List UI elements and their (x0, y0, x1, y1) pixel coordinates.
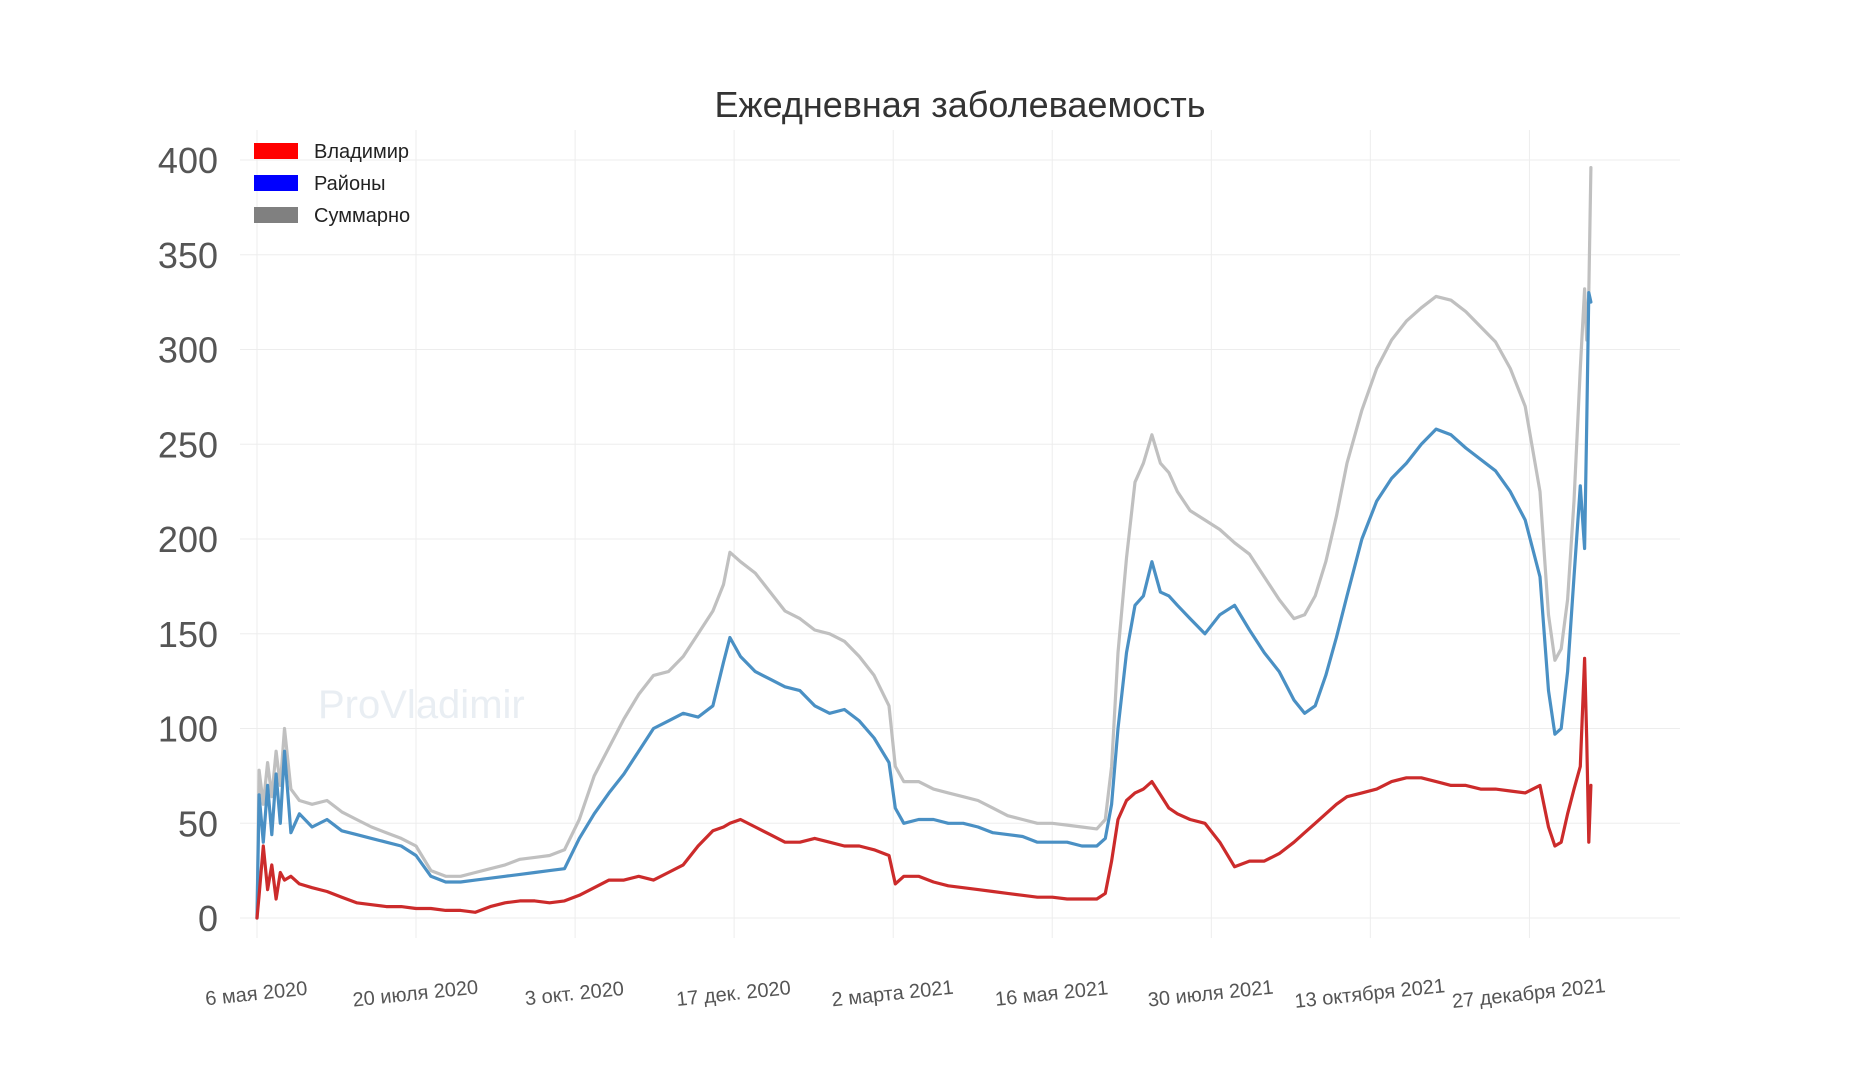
legend[interactable]: Владимир Районы Суммарно (254, 141, 410, 227)
x-tick-label: 27 декабря 2021 (1451, 975, 1607, 1013)
grid (240, 130, 1680, 938)
x-tick-label: 17 дек. 2020 (675, 977, 792, 1011)
y-tick-label: 100 (158, 709, 218, 750)
x-tick-label: 2 марта 2021 (831, 977, 955, 1012)
legend-item[interactable]: Владимир (254, 141, 409, 163)
y-tick-label: 400 (158, 140, 218, 181)
x-tick-label: 13 октября 2021 (1293, 975, 1446, 1013)
legend-label: Суммарно (314, 205, 410, 227)
y-tick-label: 200 (158, 519, 218, 560)
series-line-Районы (255, 291, 1593, 920)
x-tick-label: 16 мая 2021 (994, 977, 1109, 1011)
y-tick-label: 300 (158, 330, 218, 371)
y-tick-label: 0 (198, 898, 218, 939)
y-tick-label: 350 (158, 235, 218, 276)
legend-swatch (254, 207, 298, 223)
legend-swatch (254, 143, 298, 159)
x-tick-label: 20 июля 2020 (352, 977, 480, 1012)
y-tick-label: 150 (158, 614, 218, 655)
legend-label: Владимир (314, 141, 409, 163)
chart-title: Ежедневная заболеваемость (715, 84, 1206, 125)
x-axis-ticks: 6 мая 2020 20 июля 2020 3 окт. 2020 17 дек.… (204, 975, 1606, 1013)
y-tick-label: 50 (178, 803, 218, 844)
watermark: ProVladimir (318, 683, 525, 727)
x-tick-label: 6 мая 2020 (204, 978, 308, 1011)
legend-item[interactable]: Суммарно (254, 205, 410, 227)
y-tick-label: 250 (158, 424, 218, 465)
x-tick-label: 30 июля 2021 (1147, 977, 1275, 1012)
series-line-Владимир (255, 656, 1593, 920)
x-tick-label: 3 окт. 2020 (524, 978, 625, 1010)
y-axis-ticks: 0 50 100 150 200 250 300 350 400 (158, 140, 218, 939)
legend-swatch (254, 175, 298, 191)
legend-item[interactable]: Районы (254, 173, 386, 195)
legend-label: Районы (314, 173, 386, 195)
series-line-Суммарно (255, 166, 1593, 920)
series-lines (255, 166, 1593, 920)
